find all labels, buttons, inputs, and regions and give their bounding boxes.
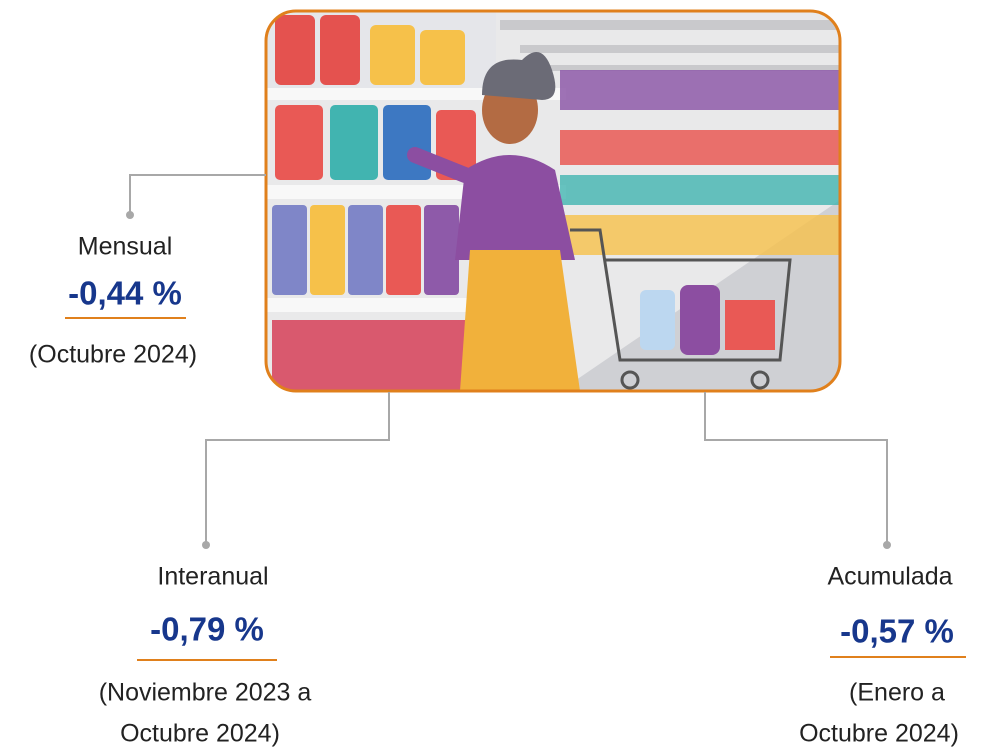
connector <box>205 392 390 543</box>
indicator-period: (Noviembre 2023 a <box>99 679 312 707</box>
indicator-period: Octubre 2024) <box>799 720 959 748</box>
connector-dot <box>126 211 134 219</box>
indicator-label: Interanual <box>157 563 268 591</box>
indicator-value: -0,44 % <box>68 275 182 312</box>
indicator-value: -0,57 % <box>840 613 954 650</box>
indicator-label: Acumulada <box>827 563 952 591</box>
connector-dot <box>202 541 210 549</box>
connector <box>129 174 266 213</box>
indicator-value: -0,79 % <box>150 611 264 648</box>
woman <box>407 52 580 391</box>
supermarket-illustration <box>266 11 840 391</box>
connector <box>704 392 888 543</box>
cart <box>570 228 792 390</box>
indicator-label: Mensual <box>78 233 173 261</box>
indicator-period: Octubre 2024) <box>120 720 280 748</box>
connector-dot <box>883 541 891 549</box>
indicator-period: (Enero a <box>849 679 945 707</box>
indicator-period: (Octubre 2024) <box>29 341 197 369</box>
image-frame <box>264 9 842 393</box>
